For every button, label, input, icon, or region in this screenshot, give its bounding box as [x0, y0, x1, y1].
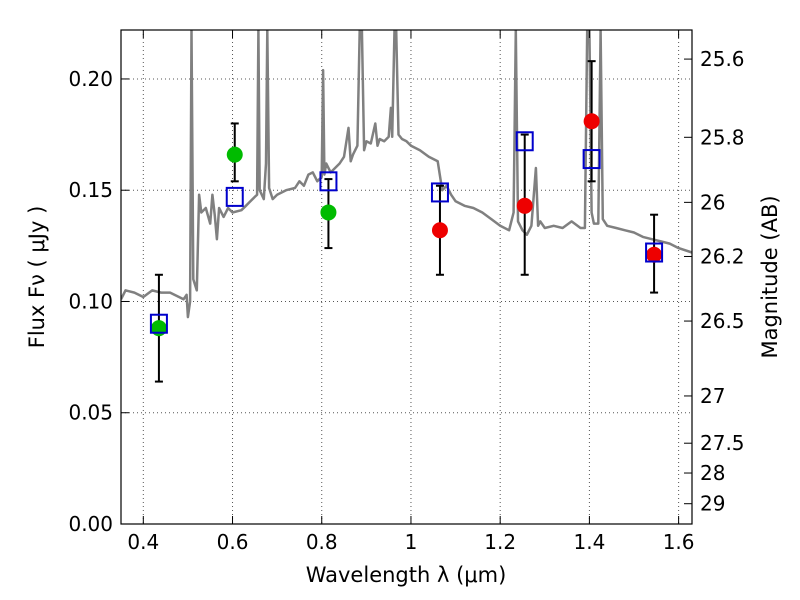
data-point — [226, 146, 243, 163]
y-axis-label: Flux Fν ( μJy ) — [25, 206, 49, 349]
plot-frame — [120, 29, 693, 525]
model-point — [645, 242, 664, 263]
x-tick-label: 1.4 — [573, 530, 605, 554]
data-point — [646, 246, 663, 263]
y2-tick-label: 25.8 — [700, 125, 745, 149]
y2-tick-label: 25.6 — [700, 47, 745, 71]
data-point — [583, 113, 600, 130]
y2-tick-label: 27.5 — [700, 431, 745, 455]
y-tick-label: 0.20 — [68, 67, 113, 91]
y-tick-label: 0.10 — [68, 289, 113, 313]
x-tick-label: 1 — [405, 530, 418, 554]
x-axis-label: Wavelength λ (μm) — [306, 563, 507, 587]
grid — [121, 30, 692, 525]
y-tick-label: 0.15 — [68, 178, 113, 202]
model-point — [515, 131, 534, 152]
data-point — [516, 197, 533, 214]
model-point — [225, 186, 244, 207]
model-point — [430, 182, 449, 203]
axes: 0.4 0.6 0.8 1 1.2 1.4 1.6 0.00 0.05 0.10 0.15 0.20 2… — [68, 29, 745, 554]
data-point — [320, 204, 337, 221]
y2-tick-label: 26.5 — [700, 309, 745, 333]
x-tick-label: 0.8 — [306, 530, 338, 554]
y2-tick-label: 29 — [700, 492, 725, 516]
y-tick-label: 0.05 — [68, 401, 113, 425]
y2-tick-label: 28 — [700, 461, 725, 485]
y2-axis-label: Magnitude (AB) — [758, 195, 782, 358]
y2-tick-label: 26.2 — [700, 244, 745, 268]
y2-tick-label: 26 — [700, 190, 725, 214]
y2-tick-label: 27 — [700, 384, 725, 408]
x-tick-label: 0.6 — [217, 530, 249, 554]
spectrum-line — [121, 30, 692, 319]
model-point — [319, 171, 338, 192]
x-tick-label: 0.4 — [127, 530, 159, 554]
y-tick-label: 0.00 — [68, 512, 113, 536]
data-point — [431, 222, 448, 239]
model-point — [149, 313, 168, 334]
model-point — [582, 149, 601, 170]
plot-area — [121, 30, 692, 383]
x-tick-label: 1.6 — [663, 530, 695, 554]
x-tick-label: 1.2 — [484, 530, 516, 554]
